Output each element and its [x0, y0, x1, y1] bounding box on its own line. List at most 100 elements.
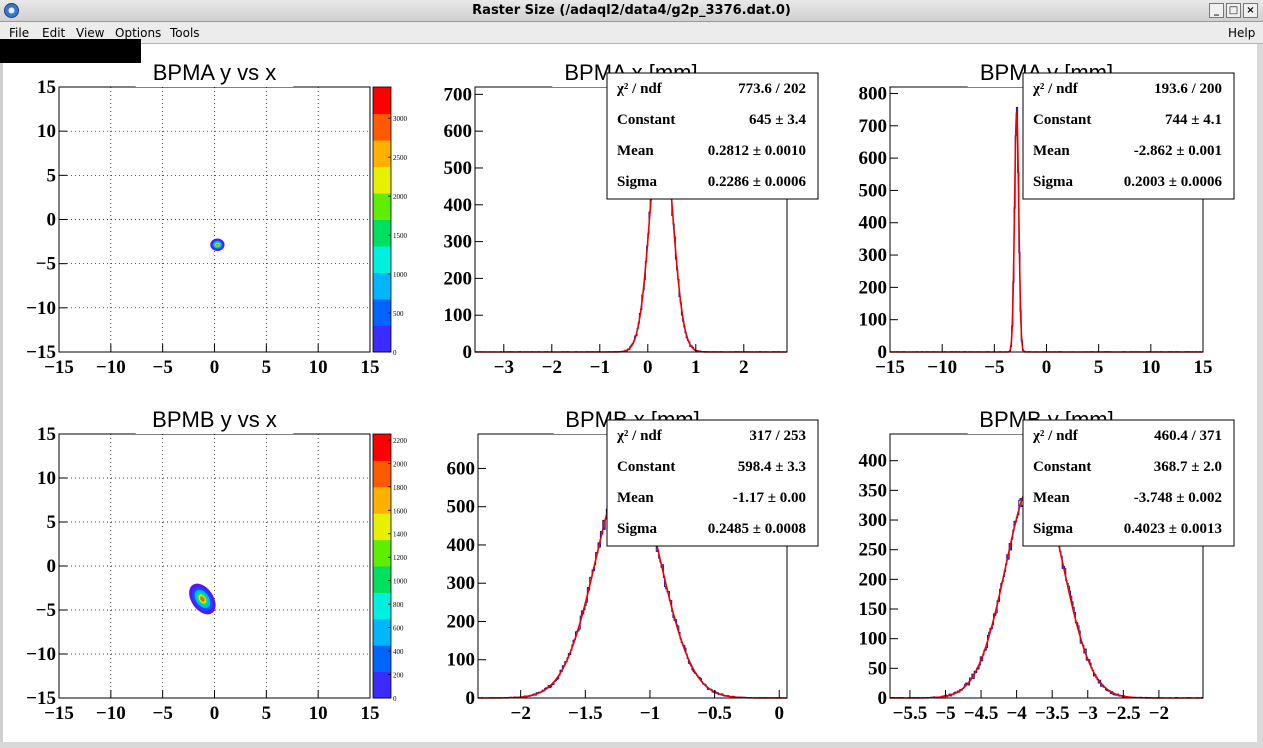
y-tick-label: 250 [859, 540, 888, 561]
heatmap-spot [210, 238, 225, 251]
x-tick-label: −2 [511, 703, 531, 724]
y-tick-label: 700 [859, 116, 888, 137]
window-title: Raster Size (/adaql2/data4/g2p_3376.dat.… [472, 3, 791, 18]
colorbar-cell [373, 206, 391, 220]
minimize-button[interactable]: _ [1209, 3, 1224, 18]
chart-6: −5.5 −5 −4.5 −4 −3.5 −3 −2.5 −2 0 50 100 150 200 250 3… [859, 404, 1235, 724]
x-tick-label: 5 [262, 703, 272, 724]
y-tick-label: −15 [26, 688, 56, 709]
x-tick-label: −4 [1006, 703, 1027, 724]
plot-canvas[interactable]: 0 500 1000 1500 2000 2500 3000 −15 −10 −5 0 5 10 15 −1… [8, 48, 1256, 740]
colorbar-cell [373, 299, 391, 313]
colorbar-cell [373, 645, 391, 659]
x-tick-label: −2 [1149, 703, 1169, 724]
stats-box: χ² / ndf 317 / 253 Constant 598.4 ± 3.3 Mean… [606, 419, 819, 547]
x-tick-label: 0 [1042, 357, 1052, 378]
stats-name: χ² / ndf [616, 428, 663, 444]
colorbar-cell [373, 579, 391, 593]
colorbar-tick-label: 500 [393, 310, 404, 318]
x-tick-label: 1 [691, 357, 701, 378]
colorbar-cell [373, 153, 391, 167]
colorbar-cell [373, 566, 391, 580]
stats-box-frame [1022, 72, 1235, 200]
colorbar-cell [373, 618, 391, 633]
y-tick-label: 100 [859, 629, 888, 650]
colorbar-tick-label: 600 [393, 625, 404, 633]
menu-edit[interactable]: Edit [42, 26, 66, 40]
colorbar-tick-label: 1800 [393, 484, 408, 492]
colorbar-tick-label: 2500 [393, 154, 408, 162]
x-tick-label: −2 [542, 357, 562, 378]
colorbar-tick-label: 1600 [393, 507, 408, 515]
maximize-button[interactable]: □ [1226, 3, 1241, 18]
y-tick-label: 600 [859, 148, 888, 169]
title-box [135, 57, 294, 87]
menu-tools[interactable]: Tools [170, 26, 200, 40]
colorbar-cell [373, 684, 391, 699]
stats-value: -3.748 ± 0.002 [1134, 490, 1222, 506]
colorbar-tick-label: 400 [393, 648, 404, 656]
y-tick-label: 500 [859, 180, 888, 201]
window-frame-left [0, 44, 3, 748]
y-tick-label: 700 [444, 84, 473, 105]
x-tick-label: 5 [262, 357, 272, 378]
heatmap-spot [189, 583, 216, 615]
stats-name: Constant [617, 112, 675, 128]
window-titlebar: Raster Size (/adaql2/data4/g2p_3376.dat.… [0, 0, 1263, 22]
stats-name: Mean [617, 490, 654, 506]
stats-value: 645 ± 3.4 [749, 112, 806, 128]
stats-value: 0.2812 ± 0.0010 [708, 143, 806, 159]
stats-value: 460.4 / 371 [1154, 428, 1222, 444]
colorbar-cell [373, 219, 391, 234]
stats-name: χ² / ndf [1032, 81, 1079, 97]
menu-file[interactable]: File [9, 26, 30, 40]
x-tick-label: −3 [1078, 703, 1098, 724]
colorbar-cell [373, 526, 391, 541]
y-tick-label: 100 [444, 305, 473, 326]
y-tick-label: 150 [859, 599, 888, 620]
colorbar-cell [373, 193, 391, 207]
y-tick-label: 500 [447, 497, 476, 518]
colorbar-cell [373, 100, 391, 114]
y-tick-label: 0 [466, 688, 476, 709]
x-tick-label: −3.5 [1035, 703, 1070, 724]
stats-name: Constant [1033, 112, 1091, 128]
stats-box-frame [606, 72, 819, 200]
stats-value: -1.17 ± 0.00 [733, 490, 806, 506]
colorbar-cell [373, 460, 391, 475]
menu-help[interactable]: Help [1228, 26, 1256, 40]
y-tick-label: 200 [444, 268, 473, 289]
colorbar-tick-label: 2000 [393, 193, 408, 201]
title-box [135, 404, 294, 434]
y-tick-label: 600 [444, 121, 473, 142]
stats-box: χ² / ndf 773.6 / 202 Constant 645 ± 3.4 Mean… [606, 72, 819, 200]
y-tick-label: 0 [463, 342, 473, 363]
x-tick-label: −2.5 [1106, 703, 1141, 724]
stats-name: Sigma [617, 174, 658, 190]
stats-name: Mean [1033, 143, 1070, 159]
y-tick-label: 5 [47, 512, 57, 533]
menu-options[interactable]: Options [115, 26, 162, 40]
stats-value: 193.6 / 200 [1154, 81, 1222, 97]
colorbar-cell [373, 338, 391, 353]
chart-3: −15 −10 −5 0 5 10 150100200300400500600700800B… [859, 57, 1235, 378]
menu-view[interactable]: View [76, 26, 105, 40]
stats-name: Mean [1033, 490, 1070, 506]
x-tick-label: 15 [361, 703, 380, 724]
heatmap-contour [216, 243, 219, 246]
y-tick-label: 400 [444, 195, 473, 216]
colorbar-cell [373, 126, 391, 141]
y-tick-label: 0 [878, 688, 888, 709]
stats-box: χ² / ndf 460.4 / 371 Constant 368.7 ± 2.0 Me… [1022, 419, 1235, 547]
close-button[interactable]: × [1243, 3, 1258, 18]
colorbar-cell [373, 325, 391, 340]
y-tick-label: 500 [444, 158, 473, 179]
y-tick-label: 15 [37, 77, 56, 98]
y-tick-label: 0 [47, 556, 57, 577]
colorbar-frame [372, 86, 392, 353]
plot-title: BPMA y vs x [153, 60, 276, 85]
colorbar-cell [373, 671, 391, 686]
y-tick-label: 0 [47, 210, 57, 231]
